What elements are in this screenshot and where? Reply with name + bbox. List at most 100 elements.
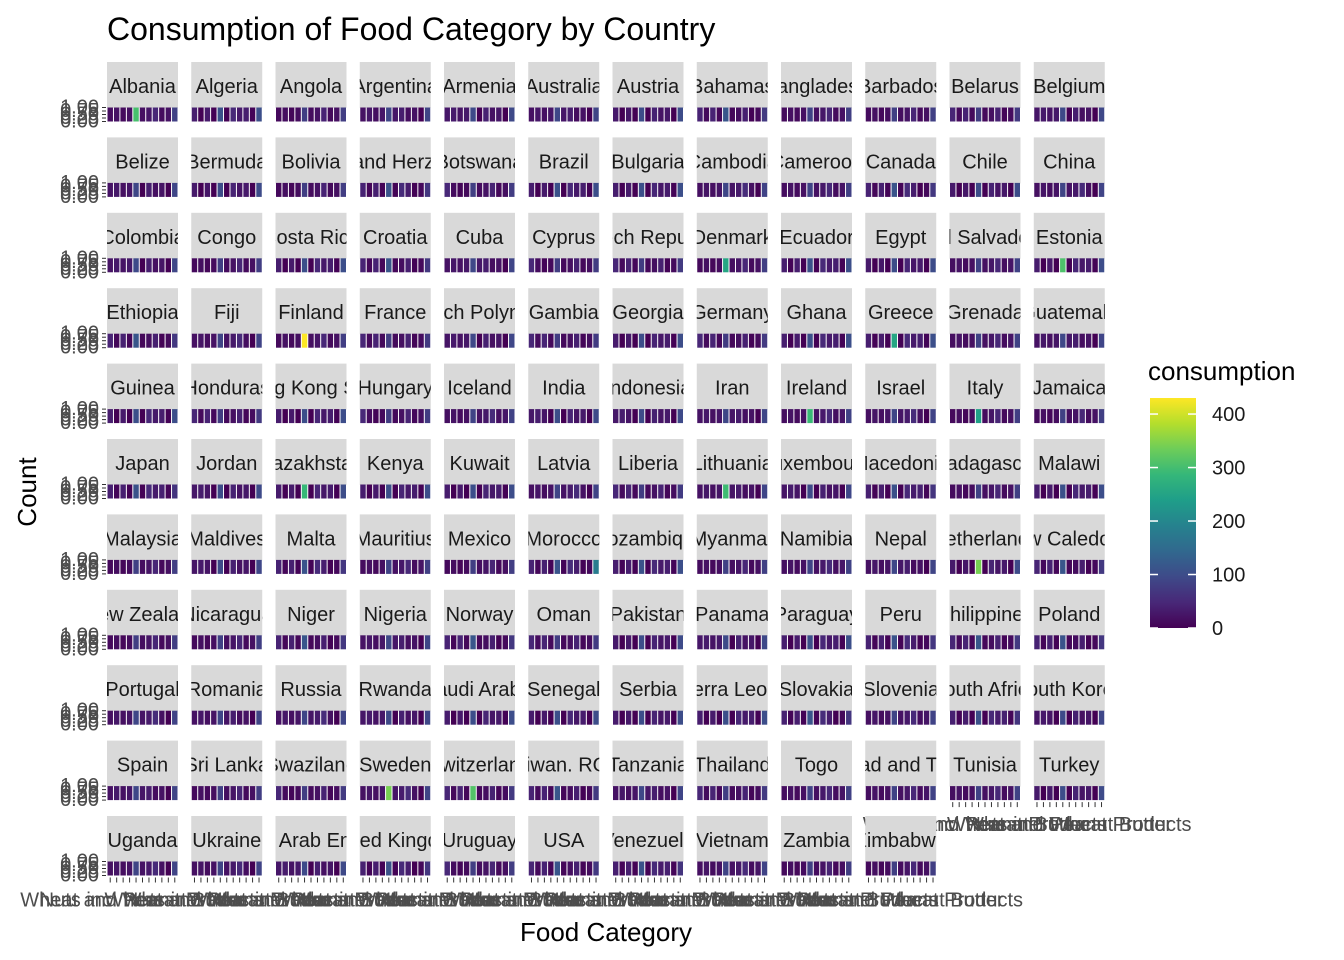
heatmap-tile: [314, 182, 321, 197]
heatmap-tile: [638, 409, 645, 424]
y-tick-label: 0.25: [60, 409, 99, 431]
heatmap-tile: [496, 484, 502, 499]
heatmap-tile: [217, 409, 224, 424]
heatmap-tile: [761, 484, 768, 499]
heatmap-tile: [243, 710, 249, 725]
heatmap-tile: [392, 258, 398, 273]
heatmap-tile: [327, 635, 334, 650]
heatmap-tile: [982, 258, 988, 273]
heatmap-tile: [645, 409, 651, 424]
y-tick-label: 0.00: [60, 186, 99, 208]
heatmap-tile: [962, 107, 969, 122]
heatmap-tile: [930, 409, 936, 424]
heatmap-tile: [554, 258, 561, 273]
heatmap-tile: [276, 333, 282, 348]
heatmap-tile: [904, 409, 910, 424]
heatmap-tile: [651, 409, 658, 424]
heatmap-tile: [457, 786, 463, 801]
heatmap-tile: [1072, 635, 1079, 650]
heatmap-tile: [276, 635, 282, 650]
heatmap-tile: [800, 333, 807, 348]
facet-strip: [359, 288, 431, 335]
heatmap-tile: [198, 635, 204, 650]
heatmap-tile: [230, 484, 236, 499]
heatmap-tile: [561, 258, 567, 273]
heatmap-tile: [509, 182, 515, 197]
heatmap-tile: [723, 861, 729, 876]
heatmap-tile: [891, 484, 898, 499]
heatmap-tile: [230, 107, 236, 122]
heatmap-tile: [580, 559, 586, 574]
facet-strip-label: Sierra Leone: [675, 679, 790, 701]
heatmap-tile: [988, 258, 995, 273]
facet-panel: Sierra Leone: [675, 665, 790, 725]
heatmap-tile: [833, 559, 839, 574]
facet-strip-label: Romania: [187, 679, 268, 701]
heatmap-tile: [975, 333, 982, 348]
facet-strip-label: Argentina: [352, 76, 438, 98]
heatmap-tile: [211, 333, 217, 348]
heatmap-tile: [800, 182, 807, 197]
facet-strip: [781, 288, 852, 335]
heatmap-tile: [236, 559, 243, 574]
heatmap-tile: [703, 182, 710, 197]
heatmap-tile: [152, 559, 159, 574]
heatmap-tile: [1014, 484, 1020, 499]
heatmap-tile: [619, 559, 625, 574]
heatmap-tile: [509, 559, 515, 574]
heatmap-tile: [846, 484, 852, 499]
facet-strip-label: Namibia: [780, 528, 854, 550]
facet-strip: [107, 439, 178, 485]
y-tick-label: 1.00: [60, 549, 99, 571]
heatmap-tile: [204, 861, 211, 876]
facet-panel: Cyprus: [528, 212, 600, 273]
facet-strip-label: Norway: [446, 604, 514, 626]
heatmap-tile: [580, 484, 586, 499]
heatmap-tile: [988, 786, 995, 801]
heatmap-tile: [755, 484, 761, 499]
heatmap-tile: [489, 710, 496, 725]
facet-strip: [781, 665, 852, 712]
heatmap-tile: [671, 559, 677, 574]
facet-strip-label: Ecuador: [779, 227, 854, 249]
heatmap-tile: [360, 258, 366, 273]
heatmap-tile: [308, 258, 314, 273]
heatmap-tile: [191, 258, 198, 273]
heatmap-tile: [483, 484, 489, 499]
heatmap-tile: [794, 333, 800, 348]
heatmap-tile: [781, 333, 787, 348]
heatmap-tile: [710, 182, 716, 197]
facet-strip: [949, 740, 1021, 787]
heatmap-tile: [885, 710, 891, 725]
heatmap-tile: [755, 635, 761, 650]
heatmap-tile: [885, 559, 891, 574]
facet-strip-label: India: [542, 378, 586, 400]
heatmap-tile: [1040, 786, 1047, 801]
heatmap-tile: [671, 786, 677, 801]
heatmap-tile: [878, 409, 885, 424]
heatmap-tile: [424, 258, 431, 273]
facet-panel: Mexico: [444, 514, 515, 574]
heatmap-tile: [172, 559, 178, 574]
heatmap-tile: [282, 635, 288, 650]
facet-strip: [444, 439, 515, 485]
heatmap-tile: [1085, 710, 1092, 725]
x-tick-label: Nuts inc. Peanut Butter: [292, 890, 498, 912]
heatmap-tile: [424, 333, 431, 348]
heatmap-tile: [366, 559, 373, 574]
facet-strip-label: Taiwan. ROC: [505, 755, 623, 777]
heatmap-tile: [366, 710, 373, 725]
heatmap-tile: [172, 710, 178, 725]
heatmap-tile: [969, 559, 975, 574]
heatmap-tile: [224, 786, 230, 801]
facet-strip: [781, 212, 852, 259]
facet-panel: Malta: [275, 514, 347, 574]
y-tick-label: 0.50: [60, 254, 99, 276]
heatmap-tile: [373, 635, 379, 650]
heatmap-tile: [366, 107, 373, 122]
facet-strip: [612, 439, 684, 485]
facet-strip-label: Rwanda: [359, 679, 433, 701]
